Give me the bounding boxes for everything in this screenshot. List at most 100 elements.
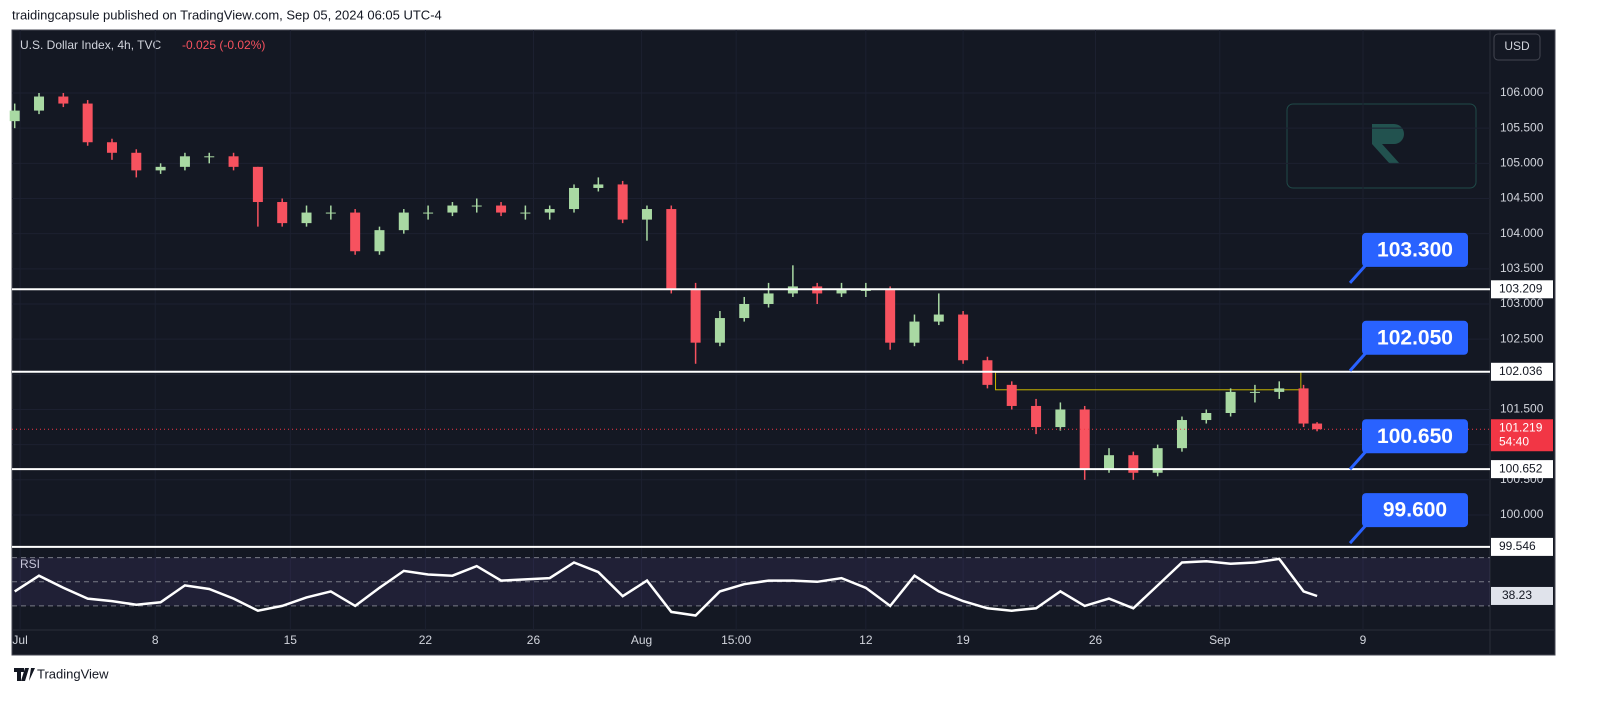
rsi-last-box — [1491, 586, 1553, 605]
callout-label: 99.600 — [1383, 499, 1447, 522]
callout-box — [1362, 232, 1468, 267]
level-label: 102.036 — [1499, 364, 1543, 378]
x-tick-label: Aug — [631, 633, 652, 647]
watermark-logo — [1372, 124, 1404, 164]
last-price-label: 101.219 — [1499, 420, 1543, 434]
candle-body — [228, 156, 239, 167]
x-tick-label: 15:00 — [721, 633, 751, 647]
y-tick-label: 105.500 — [1500, 120, 1544, 134]
rsi-legend: RSI — [20, 557, 40, 571]
x-tick-label: 22 — [419, 633, 433, 647]
publisher-line: traidingcapsule published on TradingView… — [12, 7, 442, 22]
candle-body — [58, 96, 69, 104]
callout-box — [1362, 493, 1468, 528]
change-legend: -0.025 (-0.02%) — [182, 38, 265, 52]
candle-body — [885, 289, 896, 343]
candle-body — [1006, 384, 1017, 406]
candle-body — [1225, 391, 1236, 413]
candle-body — [836, 289, 847, 294]
callout-pointer — [1348, 263, 1368, 284]
y-tick-label: 103.500 — [1500, 261, 1544, 275]
candle-body — [277, 202, 288, 224]
candle-body — [1031, 405, 1042, 428]
level-label-box — [1491, 460, 1553, 479]
candle-body — [1298, 388, 1309, 424]
level-label-box — [1491, 362, 1553, 381]
level-label: 100.652 — [1499, 461, 1543, 475]
candle-body — [714, 318, 725, 343]
rsi-line — [14, 557, 1318, 617]
candle-body — [909, 321, 920, 343]
candle-body — [204, 156, 215, 158]
x-tick-label: 9 — [1360, 633, 1367, 647]
x-tick-label: 12 — [859, 633, 873, 647]
candle-body — [471, 205, 482, 207]
candle-body — [496, 205, 507, 213]
brand-logo — [14, 668, 35, 681]
candle-body — [301, 212, 312, 224]
candle-body — [690, 289, 701, 343]
candle-body — [617, 184, 628, 220]
candle-body — [350, 212, 361, 252]
level-label: 99.546 — [1499, 539, 1536, 553]
symbol-legend: U.S. Dollar Index, 4h, TVC — [20, 38, 162, 52]
y-tick-label: 100.000 — [1500, 507, 1544, 521]
y-tick-label: 101.500 — [1500, 402, 1544, 416]
chart-frame — [11, 29, 1556, 656]
candle-body — [325, 212, 336, 214]
candle-body — [9, 110, 20, 122]
candle-body — [666, 209, 677, 290]
candle-body — [1128, 455, 1139, 473]
last-price-box — [1491, 419, 1553, 452]
x-tick-label: Sep — [1209, 633, 1231, 647]
candle-body — [106, 142, 117, 153]
countdown-label: 54:40 — [1499, 434, 1529, 448]
candle-body — [544, 209, 555, 213]
candle-body — [860, 289, 871, 291]
candle-body — [641, 209, 652, 220]
callout-label: 103.300 — [1377, 238, 1453, 261]
callout-label: 100.650 — [1377, 425, 1453, 448]
candle-body — [1201, 412, 1212, 421]
x-tick-label: Jul — [12, 633, 27, 647]
candle-body — [1249, 391, 1260, 393]
candle-body — [398, 212, 409, 231]
callout-pointer — [1348, 351, 1368, 372]
candle-body — [1152, 448, 1163, 473]
x-tick-label: 15 — [284, 633, 298, 647]
callout-box — [1362, 419, 1468, 454]
candle-body — [569, 187, 580, 210]
currency-button[interactable] — [1493, 33, 1541, 61]
candle-body — [423, 212, 434, 214]
candle-body — [1079, 409, 1090, 470]
y-tick-label: 104.000 — [1500, 226, 1544, 240]
candle-body — [1312, 423, 1323, 430]
candle-body — [374, 230, 385, 252]
brand-name: TradingView — [37, 666, 109, 681]
candle-body — [252, 166, 263, 203]
currency-label[interactable]: USD — [1504, 39, 1530, 53]
candle-body — [593, 184, 604, 188]
candle-body — [933, 314, 944, 322]
x-tick-label: 26 — [1089, 633, 1103, 647]
y-tick-label: 105.000 — [1500, 156, 1544, 170]
level-label-box — [1491, 537, 1553, 556]
x-tick-label: 8 — [152, 633, 159, 647]
callout-pointer — [1348, 524, 1368, 545]
candle-body — [739, 303, 750, 319]
y-tick-label: 102.500 — [1500, 331, 1544, 345]
candle-body — [34, 96, 45, 111]
callout-box — [1362, 320, 1468, 355]
x-tick-label: 26 — [527, 633, 541, 647]
y-tick-label: 103.000 — [1500, 296, 1544, 310]
level-label-box — [1491, 280, 1553, 299]
candle-body — [1176, 420, 1187, 449]
candle-body — [1274, 388, 1285, 392]
callout-pointer — [1348, 450, 1368, 471]
watermark-frame — [1286, 103, 1477, 189]
x-tick-label: 19 — [956, 633, 970, 647]
candle-body — [1055, 409, 1066, 428]
candle-body — [520, 212, 531, 214]
candle-body — [1104, 455, 1115, 470]
